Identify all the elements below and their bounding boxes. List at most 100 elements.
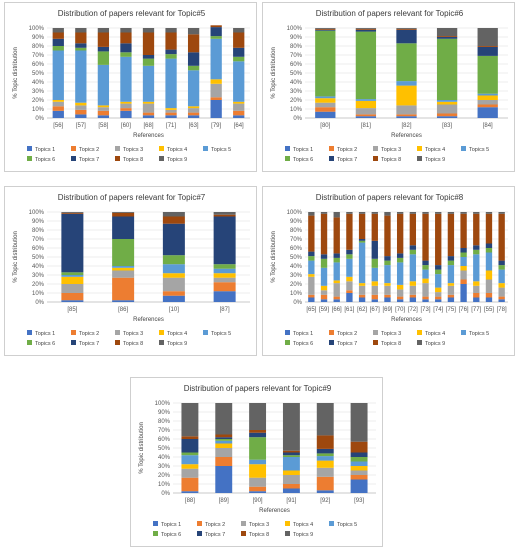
bar-segment: [460, 266, 467, 271]
bar-segment: [473, 245, 480, 250]
x-tick-label: [83]: [442, 123, 452, 129]
bar-segment: [181, 452, 199, 456]
legend-label: Topics 2: [79, 331, 99, 337]
bar-segment: [384, 283, 391, 286]
bar-segment: [350, 475, 368, 480]
legend-item: Topics 4: [159, 146, 187, 153]
bar-segment: [120, 28, 132, 33]
bar-segment: [308, 215, 315, 252]
legend-label: Topics 2: [337, 331, 357, 337]
bar-segment: [120, 43, 132, 53]
legend-swatch: [115, 156, 120, 161]
bar-segment: [473, 213, 480, 246]
bar-segment: [97, 105, 110, 108]
x-tick-label: [67]: [370, 307, 380, 313]
legend-swatch: [27, 156, 32, 161]
bar-segment: [181, 468, 199, 478]
bar-segment: [52, 101, 64, 107]
bar-segment: [460, 252, 467, 257]
legend-label: Topics 8: [381, 157, 401, 163]
bar-segment: [282, 455, 300, 457]
bar-segment: [308, 274, 315, 277]
x-tick-label: [89]: [219, 498, 229, 504]
bar-segment: [215, 443, 233, 448]
y-tick-label: 70%: [290, 53, 303, 59]
legend-item: Topics 5: [203, 330, 231, 337]
bar-segment: [249, 437, 267, 460]
legend-swatch: [115, 330, 120, 335]
bar-segment: [213, 216, 236, 265]
bar-segment: [52, 28, 64, 33]
chart-title: Distribution of papers relevant for Topi…: [58, 9, 206, 18]
legend-label: Topics 1: [293, 147, 313, 153]
bar-segment: [346, 293, 353, 302]
bar-segment: [316, 460, 334, 468]
bar-segment: [498, 296, 505, 300]
legend-item: Topics 6: [153, 531, 181, 538]
legend-swatch: [417, 330, 422, 335]
bar-segment: [162, 255, 185, 265]
bar-segment: [409, 212, 417, 214]
legend-label: Topics 4: [425, 147, 445, 153]
bar-segment: [435, 287, 442, 293]
y-tick-label: 30%: [290, 89, 303, 95]
x-tick-label: [84]: [483, 123, 493, 129]
bar-segment: [355, 116, 377, 118]
x-tick-label: [69]: [382, 307, 392, 313]
legend-swatch: [285, 146, 290, 151]
y-tick-label: 100%: [287, 210, 303, 216]
bar-segment: [396, 212, 404, 214]
legend-item: Topics 3: [241, 521, 269, 528]
bar-segment: [249, 459, 267, 465]
legend-label: Topics 8: [249, 532, 269, 538]
y-tick-label: 60%: [290, 246, 303, 252]
bar-segment: [371, 212, 378, 214]
bar-segment: [358, 294, 366, 298]
bar-segment: [436, 37, 458, 39]
bar-segment: [233, 28, 245, 33]
legend-swatch: [329, 146, 334, 151]
bar-segment: [477, 107, 498, 118]
legend-item: Topics 4: [159, 330, 187, 337]
legend-label: Topics 5: [469, 147, 489, 153]
bar-segment: [320, 254, 328, 259]
legend-swatch: [115, 146, 120, 151]
bar-segment: [460, 248, 467, 253]
bar-segment: [75, 109, 87, 115]
bar-segment: [187, 115, 200, 118]
legend-item: Topics 9: [159, 340, 187, 347]
legend-item: Topics 9: [417, 156, 445, 163]
bar-segment: [187, 112, 200, 116]
bar-segment: [320, 294, 328, 300]
legend-swatch: [285, 330, 290, 335]
bar-segment: [165, 112, 177, 116]
bar-segment: [485, 270, 493, 280]
legend-label: Topics 7: [79, 341, 99, 347]
bar-segment: [97, 32, 110, 47]
bar-segment: [396, 253, 404, 258]
bar-segment: [409, 254, 417, 282]
x-axis-label: References: [391, 317, 422, 323]
legend-label: Topics 9: [425, 157, 445, 163]
x-tick-label: [58]: [98, 123, 108, 129]
bar-segment: [435, 274, 442, 288]
legend-swatch: [285, 521, 290, 526]
bar-segment: [396, 296, 404, 300]
y-tick-label: 50%: [32, 255, 45, 261]
bar-segment: [384, 294, 391, 298]
bar-segment: [142, 103, 155, 113]
legend-label: Topics 7: [79, 157, 99, 163]
bar-segment: [396, 28, 417, 29]
chart-panel-topic9: Distribution of papers relevant for Topi…: [130, 377, 383, 547]
legend-label: Topics 3: [381, 331, 401, 337]
bar-segment: [473, 249, 480, 255]
bar-segment: [422, 260, 429, 266]
legend-item: Topics 9: [417, 340, 445, 347]
bar-segment: [162, 273, 185, 278]
y-tick-label: 0%: [35, 116, 44, 122]
bar-segment: [52, 46, 64, 51]
y-tick-label: 90%: [32, 219, 45, 225]
bar-segment: [460, 279, 467, 284]
bar-segment: [282, 457, 300, 471]
legend-item: Topics 7: [329, 156, 357, 163]
